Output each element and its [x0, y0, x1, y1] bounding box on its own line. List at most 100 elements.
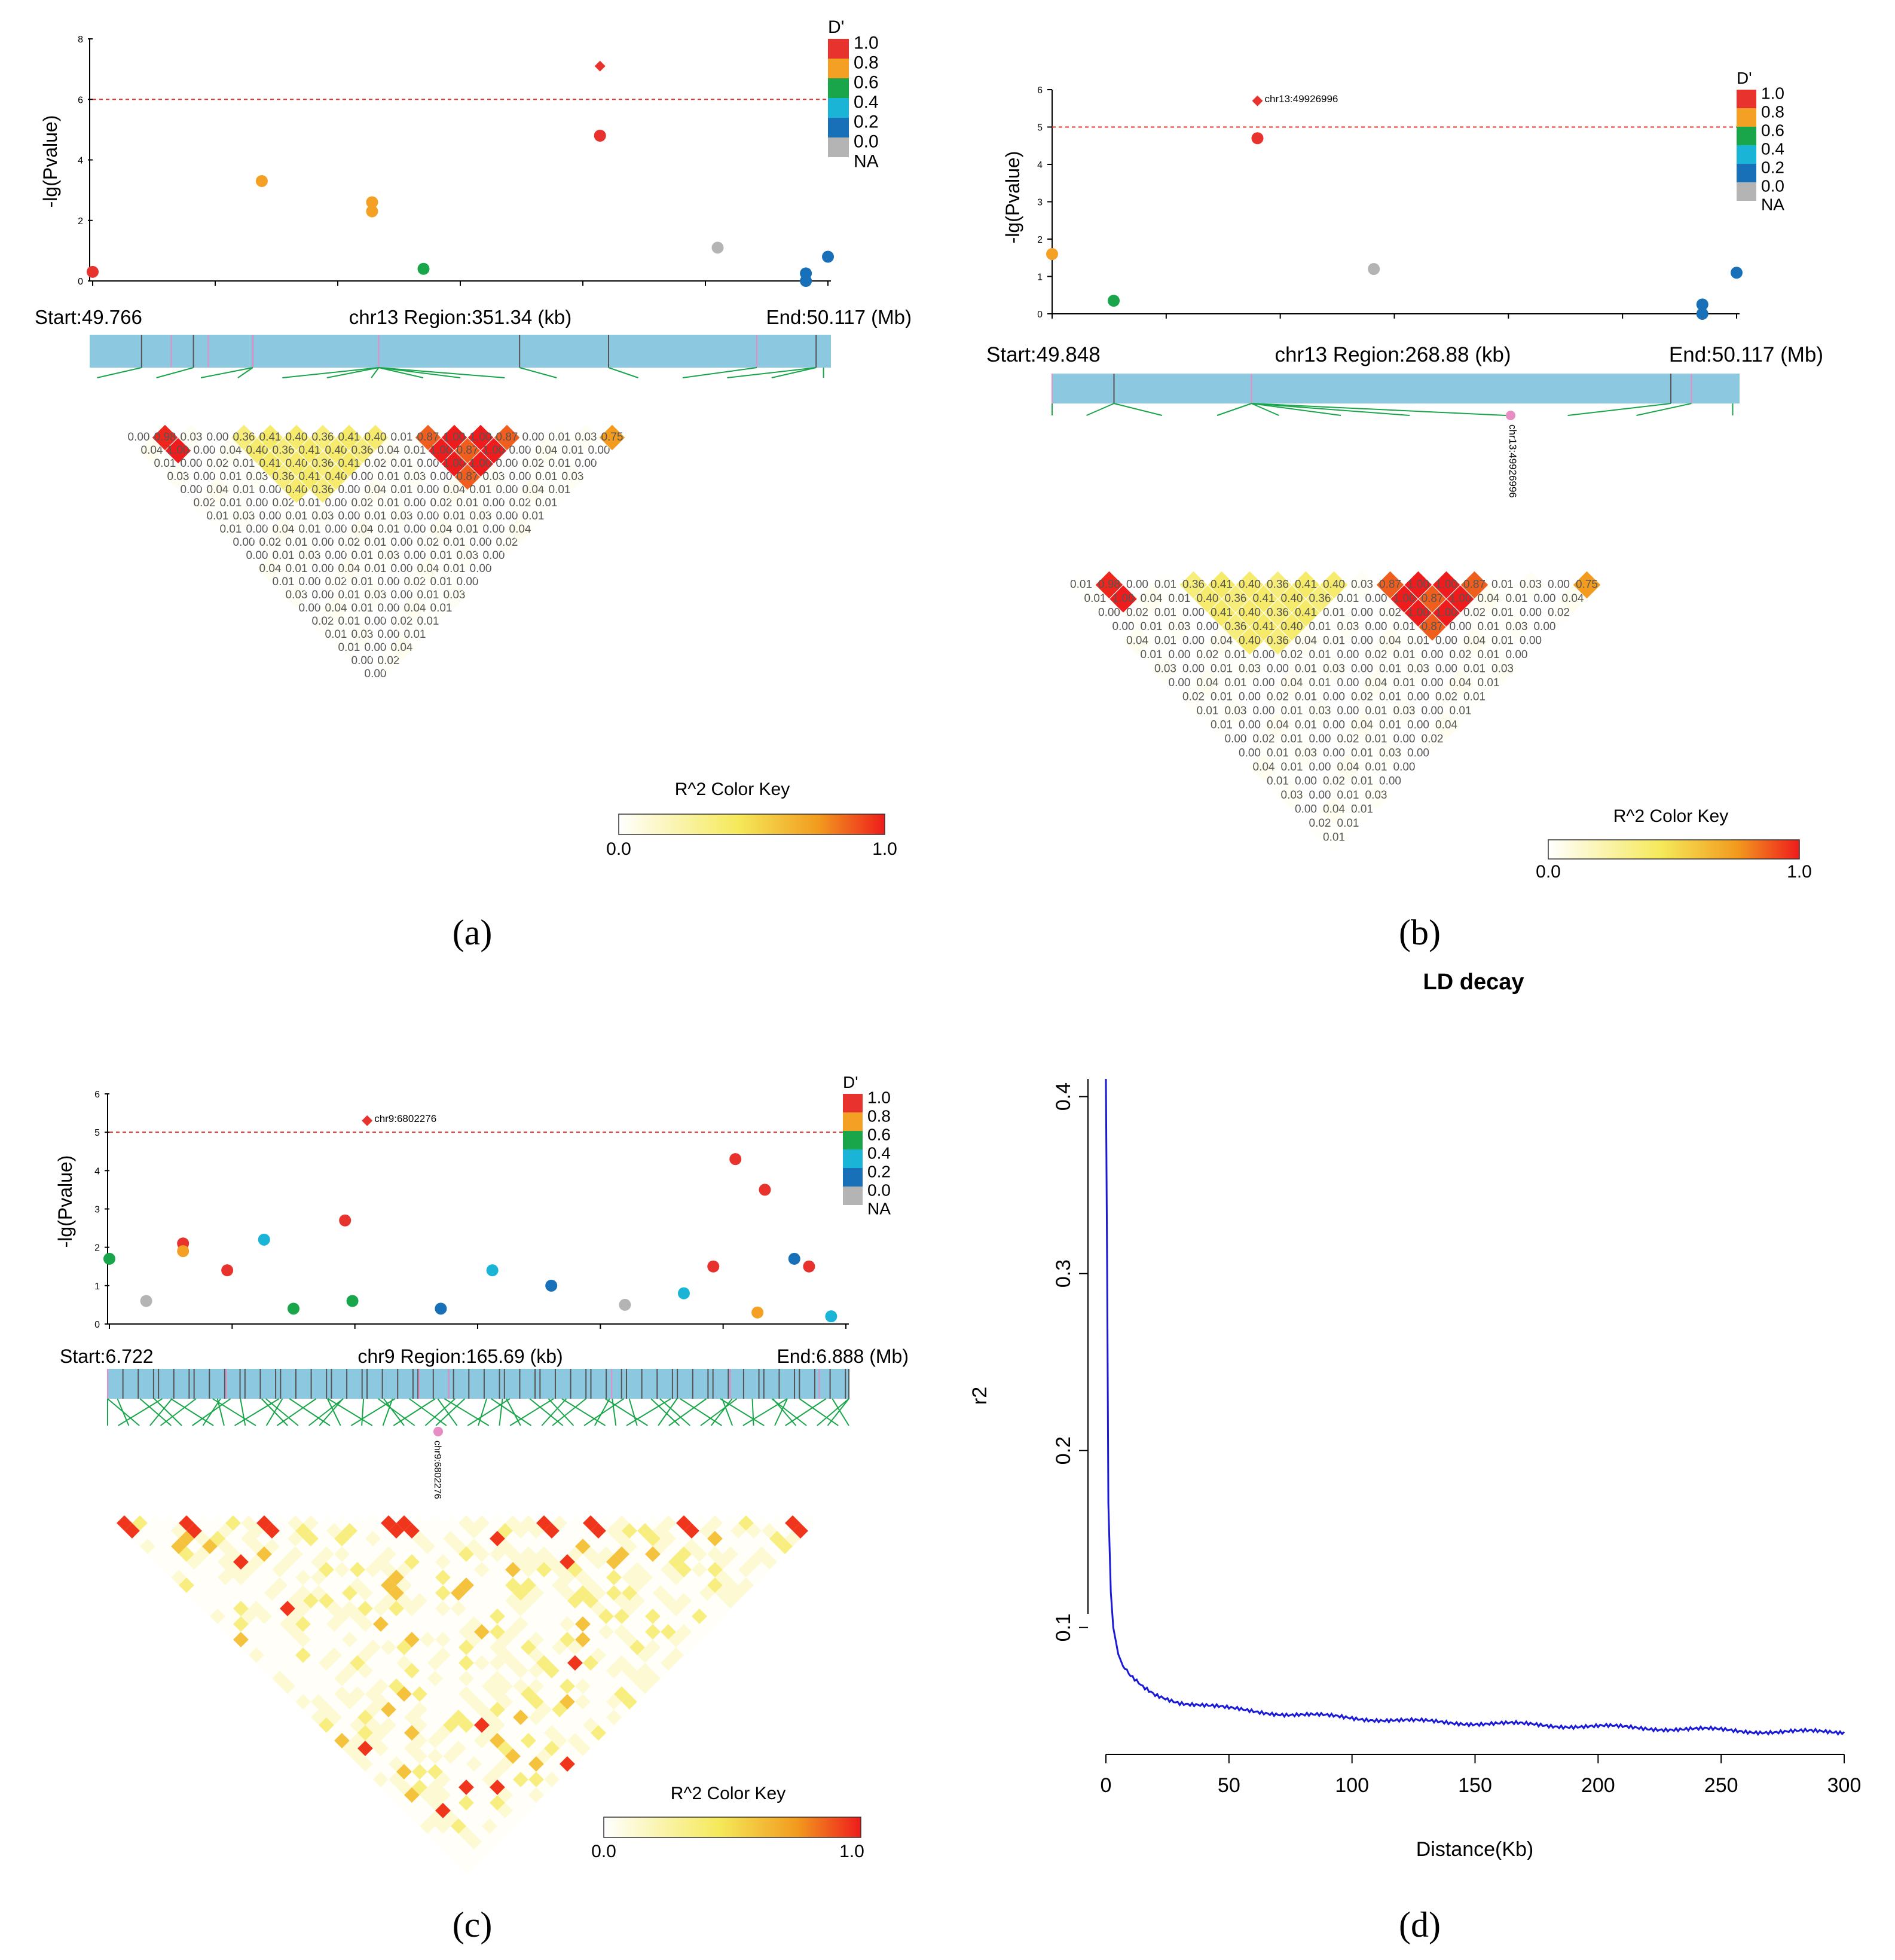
ld-cell-value: 0.04: [509, 523, 531, 536]
snp-link: [1251, 403, 1410, 416]
dprime-legend-label: 0.0: [854, 132, 879, 152]
ld-cell-value: 0.00: [194, 444, 216, 457]
manhattan-axes-b: 0 1 2 3 4 5 6 chr13:49926996 -lg(Pvalue): [1002, 85, 1743, 320]
ld-cell-value: 0.04: [220, 444, 242, 457]
ld-cell-value: 0.03: [246, 470, 268, 483]
snp-link: [216, 1398, 225, 1426]
ld-cell-value: 0.04: [1337, 761, 1359, 773]
ld-cell-value: 0.41: [1253, 592, 1275, 605]
ld-cell-value: 0.03: [1225, 705, 1247, 717]
ld-cell-value: 0.00: [365, 615, 387, 628]
ld-cell-value: 0.01: [233, 457, 255, 470]
y-tick-label: 3: [94, 1205, 100, 1215]
ld-decay-curve: [1105, 1078, 1845, 1736]
snp-link: [710, 1398, 733, 1426]
ld-cell-value: 0.01: [338, 615, 360, 628]
snp-point: [800, 275, 812, 287]
ld-cell-value: 0.04: [430, 523, 453, 536]
ld-cell-value: 0.01: [470, 484, 492, 496]
snp-link: [650, 1398, 680, 1426]
ld-cell-value: 0.00: [312, 562, 334, 575]
ld-cell-value: 0.00: [1407, 747, 1429, 760]
snp-link: [378, 367, 424, 378]
snp-point: [288, 1302, 299, 1315]
ld-cell-value: 0.40: [286, 457, 308, 470]
dprime-legend-label: 0.2: [854, 112, 879, 132]
ld-cell-value: 0.87: [1463, 579, 1486, 591]
ld-cell-value: 0.01: [1309, 649, 1331, 661]
dprime-swatch: [843, 1187, 863, 1205]
ld-cell-value: 0.00: [299, 602, 321, 614]
snp-link: [583, 1398, 625, 1426]
snp-link: [659, 1398, 690, 1426]
ld-cell-value: 0.02: [1379, 607, 1401, 619]
ld-cell-value: 0.00: [378, 576, 400, 588]
ld-cell-value: 0.01: [378, 470, 400, 483]
snp-point: [221, 1264, 234, 1277]
snp-link: [282, 367, 379, 378]
ld-cell: [598, 424, 626, 451]
region-labels: Start:49.848 chr13 Region:268.88 (kb) En…: [986, 343, 1823, 366]
ld-cell-value: 0.01: [1154, 635, 1176, 647]
ld-cell-value: 0.00: [1169, 649, 1191, 661]
ld-cell-value: 0.40: [1281, 620, 1303, 633]
ld-cell-value: 0.00: [378, 628, 400, 641]
ld-cell-value: 0.03: [167, 470, 189, 483]
ld-cell-value: 0.75: [601, 431, 623, 444]
ld-cell-value: 0.40: [365, 431, 387, 444]
ld-cell-value: 0.04: [1197, 677, 1219, 689]
ld-cell-value: 0.00: [1422, 677, 1444, 689]
y-tick-label: 0.1: [1052, 1613, 1075, 1641]
ld-cell-value: 0.02: [1253, 733, 1275, 745]
snp-point: [759, 1184, 771, 1196]
ld-cell-value: 1.00: [1450, 592, 1472, 605]
dprime-legend-label: 0.6: [867, 1125, 891, 1143]
ld-cell-value: 0.01: [1379, 691, 1401, 704]
ld-cell-value: 0.00: [1365, 592, 1387, 605]
snp-point: [258, 1233, 270, 1246]
ld-cell-value: 0.36: [273, 470, 295, 483]
r2-key-max: 1.0: [1787, 862, 1812, 882]
ld-cell-value: 0.00: [1548, 579, 1570, 591]
snp-link: [1251, 403, 1506, 416]
y-tick-label: 2: [94, 1243, 100, 1253]
ld-cell-value: 0.04: [444, 484, 466, 496]
ld-cell-value: 0.00: [325, 523, 347, 536]
ld-cell-value: 0.04: [1435, 719, 1457, 732]
dprime-legend-label: 0.2: [867, 1162, 891, 1181]
ld-cell-value: 0.01: [1211, 691, 1233, 704]
ld-cell-value: 0.00: [391, 562, 413, 575]
ld-cell-value: 0.00: [417, 457, 439, 470]
x-tick-label: 200: [1581, 1774, 1615, 1797]
ld-cell-value: 0.01: [1197, 705, 1219, 717]
dprime-swatch: [1737, 127, 1756, 145]
ld-cell-value: 0.01: [444, 536, 466, 549]
snp-link: [467, 1398, 511, 1426]
snp-point: [1046, 248, 1058, 260]
ld-cell-value: 0.00: [509, 444, 531, 457]
ld-cell-value: 0.04: [391, 641, 413, 654]
ld-cell-value: 0.03: [1239, 663, 1261, 675]
ld-cell-value: 0.00: [1267, 663, 1289, 675]
ld-cell-value: 0.01: [1450, 705, 1472, 717]
ld-cell-value: 0.04: [1295, 635, 1317, 647]
y-tick-label: 6: [78, 95, 83, 105]
ld-cell-value: 0.87: [417, 431, 439, 444]
region-end: End:6.888 (Mb): [777, 1346, 909, 1367]
ld-cell-value: 0.04: [1141, 592, 1163, 605]
ld-cell-value: 0.04: [536, 444, 558, 457]
ld-cell-value: 0.00: [1169, 677, 1191, 689]
y-tick-label: 1: [94, 1282, 100, 1292]
ld-cell-value: 0.01: [1463, 691, 1486, 704]
ld-cell-value: 0.01: [365, 562, 387, 575]
y-axis-label: r2: [968, 1387, 991, 1405]
ld-cell-value: 0.00: [430, 470, 453, 483]
ld-cell-value: 0.01: [299, 523, 321, 536]
ld-cell-value: 0.01: [220, 523, 242, 536]
ld-cell-value: 1.00: [167, 444, 189, 457]
dprime-swatch: [828, 78, 849, 98]
snp-point: [677, 1287, 690, 1299]
panel-b: 0 1 2 3 4 5 6 chr13:49926996 -lg(Pvalue) D' 1.0…: [986, 69, 1823, 952]
snp-point: [1251, 132, 1264, 145]
